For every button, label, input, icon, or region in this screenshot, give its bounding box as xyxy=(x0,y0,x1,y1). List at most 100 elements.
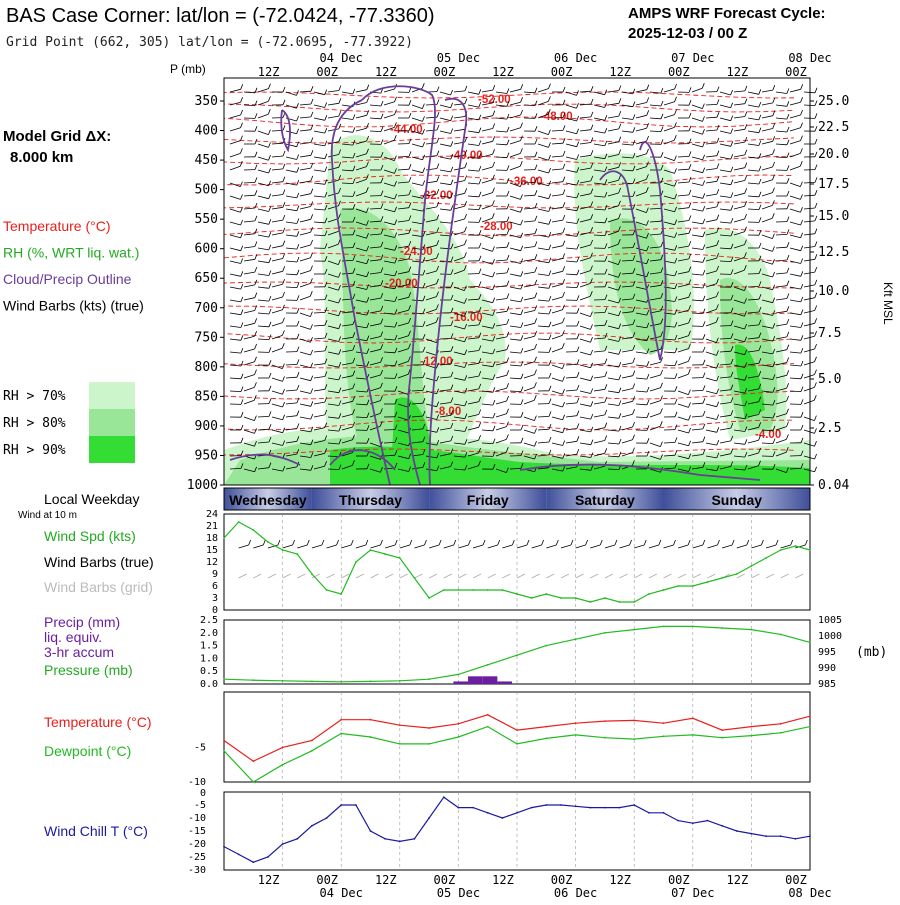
y-tick-label: -15 xyxy=(188,826,206,837)
dewpoint-line-point xyxy=(633,738,635,740)
wind-barb-flag xyxy=(815,88,817,93)
wind-chill-line-point xyxy=(780,835,782,837)
y-tick-label: -5 xyxy=(194,800,206,811)
wind-speed-line-point xyxy=(252,529,254,531)
pressure-line-point xyxy=(370,681,372,683)
bottom-date-label: 07 Dec xyxy=(671,886,714,900)
precip-pressure-label: 3-hr accum xyxy=(44,644,114,660)
wind-speed-line-point xyxy=(414,577,416,579)
wind-speed-line-point xyxy=(487,589,489,591)
y-tick-label: 6 xyxy=(212,581,218,592)
wind-speed-line-point xyxy=(589,601,591,603)
wind-speed-line-point xyxy=(648,593,650,595)
wind-barbs-grid-label: Wind Barbs (grid) xyxy=(44,579,153,595)
wind-chill-label: Wind Chill T (°C) xyxy=(44,823,148,839)
temperature-line-point xyxy=(458,723,460,725)
wind-speed-line-point xyxy=(751,565,753,567)
top-hour-label: 00Z xyxy=(785,65,807,79)
wind-chill-line-point xyxy=(472,807,474,809)
top-hour-label: 00Z xyxy=(434,65,456,79)
wind-speed-line-point xyxy=(355,561,357,563)
pressure-tick-label: 850 xyxy=(195,389,218,404)
wind-chill-line-point xyxy=(355,804,357,806)
pressure-line-point xyxy=(428,678,430,680)
model-grid-value: 8.000 km xyxy=(10,149,73,166)
wind-barb-flag xyxy=(815,306,817,311)
precip-bar xyxy=(497,681,512,684)
bottom-date-label: 06 Dec xyxy=(554,886,597,900)
pressure-line-point xyxy=(516,654,518,656)
height-tick-label: 25.0 xyxy=(818,94,849,109)
wind-chill-line-point xyxy=(809,835,811,837)
wind-speed-line-point xyxy=(707,581,709,583)
rh-key-label: RH > 90% xyxy=(3,443,66,458)
pressure-line-point xyxy=(692,626,694,628)
wind-barb-flag xyxy=(815,344,817,349)
weekday-label: Saturday xyxy=(575,492,635,508)
wind-chill-line-point xyxy=(399,841,401,843)
y-tick-label: -25 xyxy=(188,852,206,863)
y-tick-label: 990 xyxy=(818,663,836,674)
pressure-line-point xyxy=(751,629,753,631)
dewpoint-line-point xyxy=(663,735,665,737)
wind-chill-line-point xyxy=(282,843,284,845)
y-tick-label: 21 xyxy=(206,521,218,532)
wind-chill-line-point xyxy=(648,812,650,814)
wind-chill-line-point xyxy=(326,817,328,819)
pressure-line-point xyxy=(575,638,577,640)
bottom-hour-label: 00Z xyxy=(551,873,573,887)
dewpoint-line-point xyxy=(809,726,811,728)
pressure-line-point xyxy=(223,678,225,680)
top-hour-label: 00Z xyxy=(668,65,690,79)
temperature-line-point xyxy=(663,722,665,724)
pressure-tick-label: 500 xyxy=(195,183,218,198)
y-tick-label: 2.0 xyxy=(200,628,218,639)
top-hour-label: 12Z xyxy=(375,65,397,79)
cycle-label: AMPS WRF Forecast Cycle: xyxy=(628,5,826,22)
wind-chill-line-point xyxy=(311,825,313,827)
pressure-line-point xyxy=(311,681,313,683)
height-axis-title: Kft MSL xyxy=(881,282,895,325)
y-tick-label: 985 xyxy=(818,679,836,690)
wind-chill-line-point xyxy=(604,807,606,809)
wind-chill-line-point xyxy=(721,825,723,827)
height-tick-label: 22.5 xyxy=(818,120,849,135)
wind-barb-flag xyxy=(815,441,817,446)
wind-speed-line-point xyxy=(238,521,240,523)
pressure-line-point xyxy=(663,626,665,628)
temperature-line-point xyxy=(780,723,782,725)
temperature-label: Temperature (°C) xyxy=(44,714,152,730)
wind-barb-flag xyxy=(815,467,817,472)
wind-chill-line-point xyxy=(575,805,577,807)
pressure-tick-label: 700 xyxy=(195,301,218,316)
bottom-date-label: 04 Dec xyxy=(320,886,363,900)
wind-chill-line-point xyxy=(502,817,504,819)
y-tick-label: 12 xyxy=(206,557,218,568)
wind-chill-line-point xyxy=(487,812,489,814)
wind-speed-line-point xyxy=(633,601,635,603)
wind-speed-line-point xyxy=(340,593,342,595)
height-tick-label: 0.04 xyxy=(818,478,849,493)
wind-chill-line-point xyxy=(560,804,562,806)
wind-speed-label: Wind Spd (kts) xyxy=(44,528,136,544)
temperature-line-point xyxy=(692,717,694,719)
wind-chill-line-point xyxy=(736,830,738,832)
y-tick-label: 9 xyxy=(212,569,218,580)
wind-speed-line-point xyxy=(545,593,547,595)
wind-speed-line-point xyxy=(370,549,372,551)
weekday-label: Friday xyxy=(467,492,509,508)
precip-bar xyxy=(468,676,483,684)
wind-chill-line-point xyxy=(619,807,621,809)
top-date-label: 05 Dec xyxy=(437,51,480,65)
precip-pressure-label: Precip (mm) xyxy=(44,614,120,630)
dewpoint-line-point xyxy=(516,743,518,745)
wind-chill-line-point xyxy=(516,812,518,814)
wind-speed-line-point xyxy=(560,597,562,599)
dewpoint-line-point xyxy=(721,737,723,739)
y-tick-label: 1.5 xyxy=(200,641,218,652)
wind-chill-line-point xyxy=(296,838,298,840)
grid-point-subtitle: Grid Point (662, 305) lat/lon = (-72.069… xyxy=(6,35,413,50)
wind-speed-line-point xyxy=(795,545,797,547)
height-tick-label: 20.0 xyxy=(818,147,849,162)
